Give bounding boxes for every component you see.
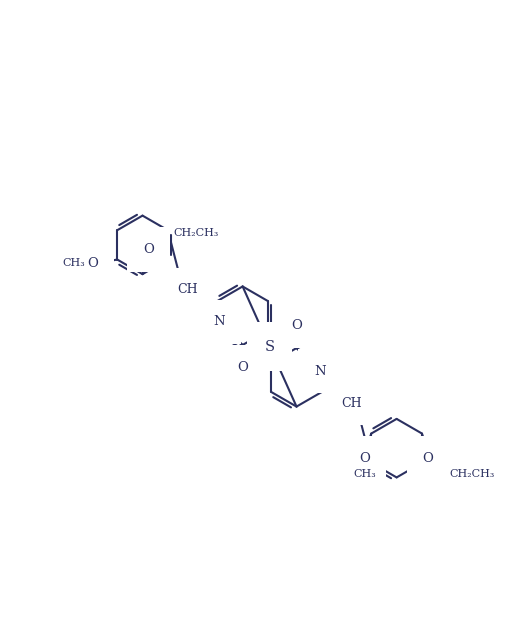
Text: S: S — [265, 340, 275, 353]
Text: O: O — [423, 452, 433, 465]
Text: CH₃: CH₃ — [354, 469, 377, 479]
Text: CH₃: CH₃ — [63, 259, 86, 269]
Text: O: O — [143, 243, 154, 256]
Text: CH: CH — [342, 397, 362, 410]
Text: CH: CH — [177, 283, 197, 296]
Text: O: O — [87, 257, 98, 270]
Text: CH₂CH₃: CH₂CH₃ — [174, 228, 219, 238]
Text: O: O — [291, 320, 302, 332]
Text: N: N — [314, 365, 326, 377]
Text: CH₂CH₃: CH₂CH₃ — [450, 469, 495, 479]
Text: O: O — [237, 361, 248, 374]
Text: N: N — [214, 315, 225, 328]
Text: O: O — [360, 452, 370, 465]
